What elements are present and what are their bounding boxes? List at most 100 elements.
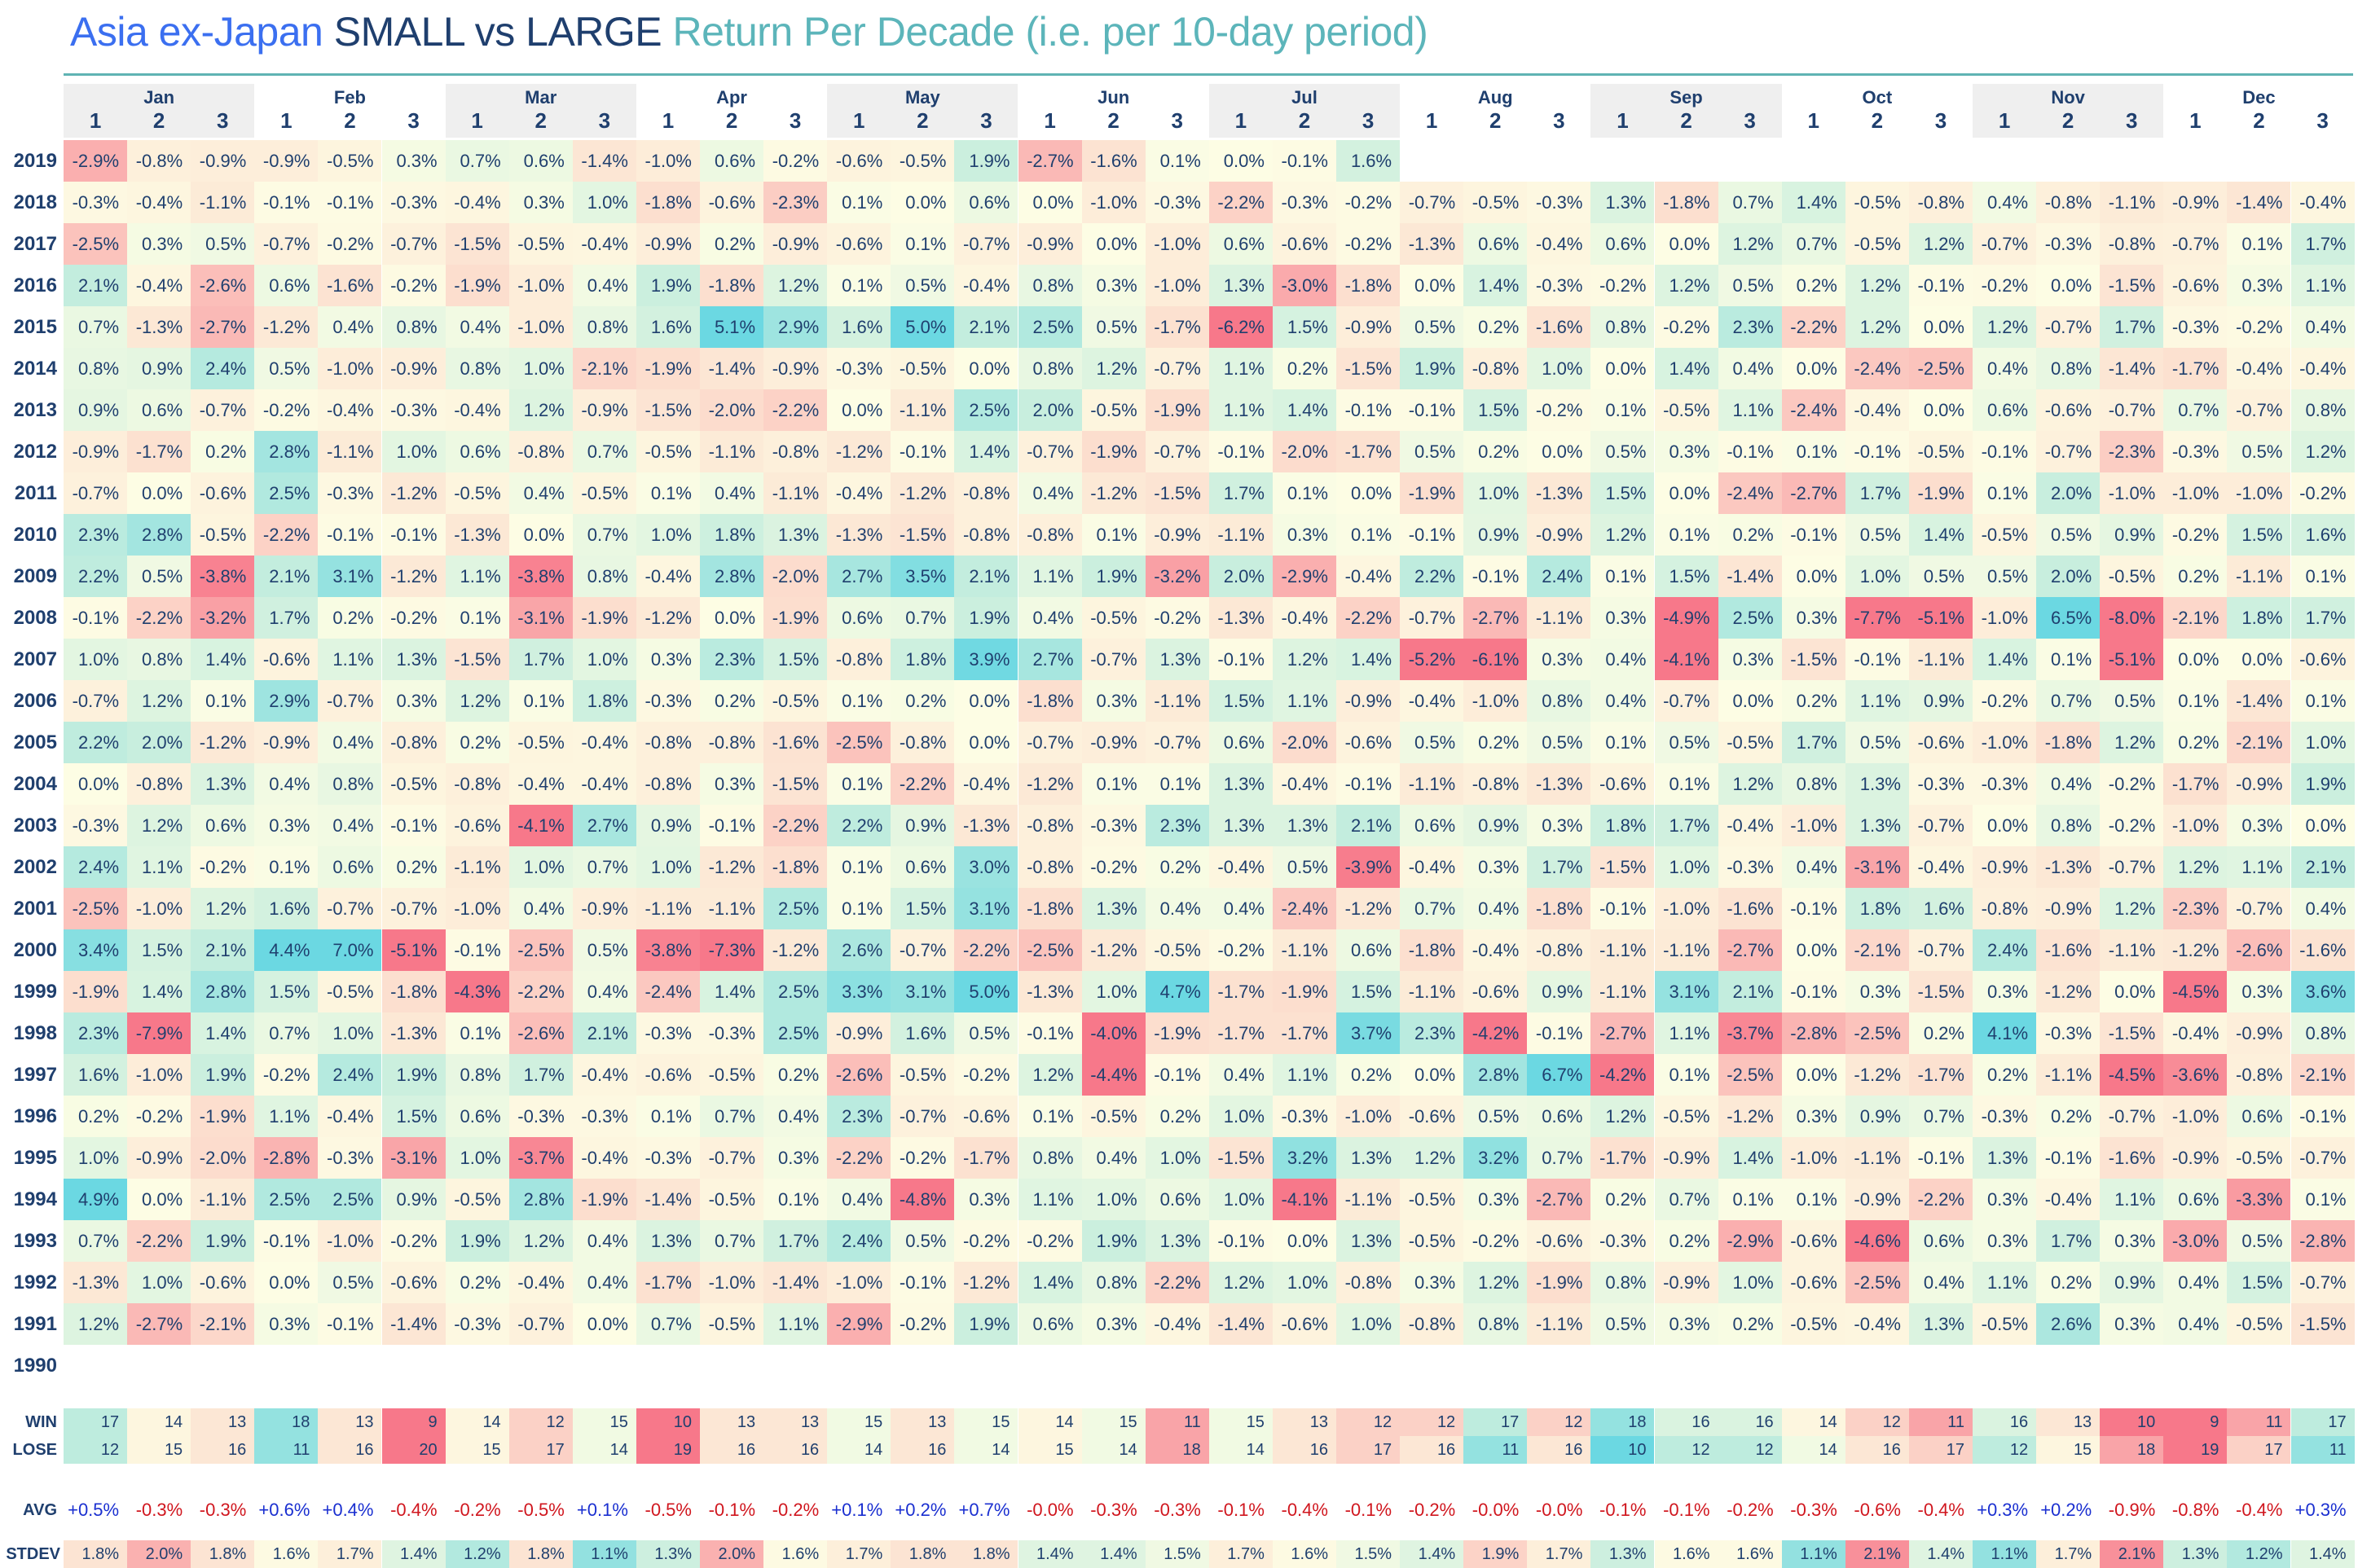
lose-cell: 18 [1145,1436,1209,1464]
win-cell: 17 [64,1408,128,1436]
heatmap-cell: -1.3% [1527,472,1591,514]
heatmap-cell: 0.4% [254,763,319,805]
heatmap-cell: -0.4% [1272,763,1336,805]
heatmap-cell: -0.3% [2036,223,2101,265]
heatmap-cell: 2.3% [1400,1012,1464,1054]
heatmap-cell: 6.5% [2036,597,2101,639]
heatmap-cell: 1.1% [445,556,509,597]
heatmap-cell: -1.0% [2163,1096,2228,1137]
heatmap-cell: 0.6% [1400,805,1464,846]
heatmap-cell: -0.5% [318,140,382,182]
heatmap-cell: -2.2% [763,805,828,846]
heatmap-cell: -1.1% [2100,182,2164,223]
decade-label: 3 [789,108,802,133]
heatmap-cell: -0.6% [1336,722,1401,763]
heatmap-cell: 1.3% [381,639,446,680]
heatmap-cell: 2.1% [1718,971,1782,1012]
heatmap-cell: -2.2% [763,389,828,431]
heatmap-cell: 0.5% [1654,722,1718,763]
heatmap-cell: -0.9% [64,431,128,472]
heatmap-cell: 2.8% [700,556,764,597]
heatmap-cell: 0.1% [2290,680,2355,722]
heatmap-cell: -0.3% [1145,182,1209,223]
heatmap-cell: 1.0% [1208,1096,1273,1137]
heatmap-cell: 1.4% [191,639,255,680]
heatmap-cell: 3.5% [891,556,955,597]
heatmap-cell: 2.8% [508,1179,573,1220]
heatmap-cell: 0.6% [2227,1096,2291,1137]
avg-cell: -0.3% [199,1500,247,1520]
heatmap-cell: -1.7% [1336,431,1401,472]
heatmap-cell: 0.9% [1463,805,1528,846]
heatmap-cell: 1.0% [2290,722,2355,763]
heatmap-cell: 0.3% [2227,265,2291,306]
heatmap-cell: -0.1% [381,805,446,846]
heatmap-cell: 1.0% [1654,846,1718,888]
heatmap-cell: -3.8% [636,929,700,971]
heatmap-cell: -0.6% [1781,1220,1845,1262]
win-cell: 12 [508,1408,573,1436]
heatmap-cell: 2.7% [572,805,636,846]
heatmap-cell: -0.5% [1908,431,1973,472]
heatmap-cell: 1.9% [191,1220,255,1262]
heatmap-cell: 0.9% [891,805,955,846]
heatmap-cell: -2.6% [827,1054,891,1096]
heatmap-cell: -1.3% [954,805,1018,846]
heatmap-cell: 0.4% [1973,348,2037,389]
heatmap-cell: -2.7% [1590,1012,1655,1054]
heatmap-cell: -1.9% [636,348,700,389]
heatmap-cell: 1.4% [1272,389,1336,431]
heatmap-cell: 0.3% [1527,805,1591,846]
win-cell: 12 [1336,1408,1401,1436]
heatmap-cell: -0.3% [318,472,382,514]
heatmap-cell: 0.2% [763,1054,828,1096]
heatmap-cell: -0.2% [763,140,828,182]
decade-label: 1 [471,108,483,133]
heatmap-cell: -1.1% [1590,929,1655,971]
heatmap-cell: 0.6% [1463,223,1528,265]
heatmap-cell: -0.3% [636,1012,700,1054]
heatmap-cell: 2.4% [64,846,128,888]
heatmap-cell: -0.4% [954,265,1018,306]
lose-cell: 15 [445,1436,509,1464]
heatmap-cell: -1.0% [1463,680,1528,722]
heatmap-cell: 0.2% [64,1096,128,1137]
heatmap-cell: 0.0% [827,389,891,431]
heatmap-cell: -0.4% [127,265,191,306]
heatmap-cell: -2.7% [1527,1179,1591,1220]
heatmap-cell: 1.9% [1400,348,1464,389]
heatmap-cell: -2.3% [763,182,828,223]
heatmap-cell: 1.7% [508,1054,573,1096]
stdev-cell: 1.8% [508,1540,573,1568]
heatmap-cell: -1.1% [1527,597,1591,639]
heatmap-cell: -3.8% [191,556,255,597]
month-header-bg [1973,84,2164,138]
heatmap-cell: -1.1% [1145,680,1209,722]
avg-cell: +0.1% [831,1500,883,1520]
stdev-cell: 1.1% [1781,1540,1845,1568]
heatmap-cell: 0.3% [700,763,764,805]
heatmap-cell: 1.2% [508,1220,573,1262]
heatmap-cell: -0.7% [318,680,382,722]
title-underline [64,73,2353,76]
heatmap-cell: -0.4% [2227,348,2291,389]
avg-cell: -0.6% [1854,1500,1901,1520]
heatmap-cell: -0.7% [1400,182,1464,223]
heatmap-cell: 0.3% [1654,431,1718,472]
heatmap-cell: -1.1% [700,888,764,929]
heatmap-cell: -0.9% [636,223,700,265]
heatmap-cell: -2.2% [1145,1262,1209,1303]
heatmap-cell: 1.7% [508,639,573,680]
heatmap-cell: 0.7% [445,140,509,182]
month-label: Aug [1477,87,1513,108]
win-cell: 15 [1081,1408,1146,1436]
heatmap-cell: 0.1% [1718,1179,1782,1220]
heatmap-cell: 0.7% [1781,223,1845,265]
heatmap-cell: 0.0% [1400,1054,1464,1096]
heatmap-cell: -0.3% [572,1096,636,1137]
heatmap-cell: 1.5% [381,1096,446,1137]
heatmap-cell: 1.1% [2227,846,2291,888]
heatmap-cell: 0.1% [1973,472,2037,514]
heatmap-cell: -0.7% [1081,639,1146,680]
heatmap-cell: 0.3% [954,1179,1018,1220]
